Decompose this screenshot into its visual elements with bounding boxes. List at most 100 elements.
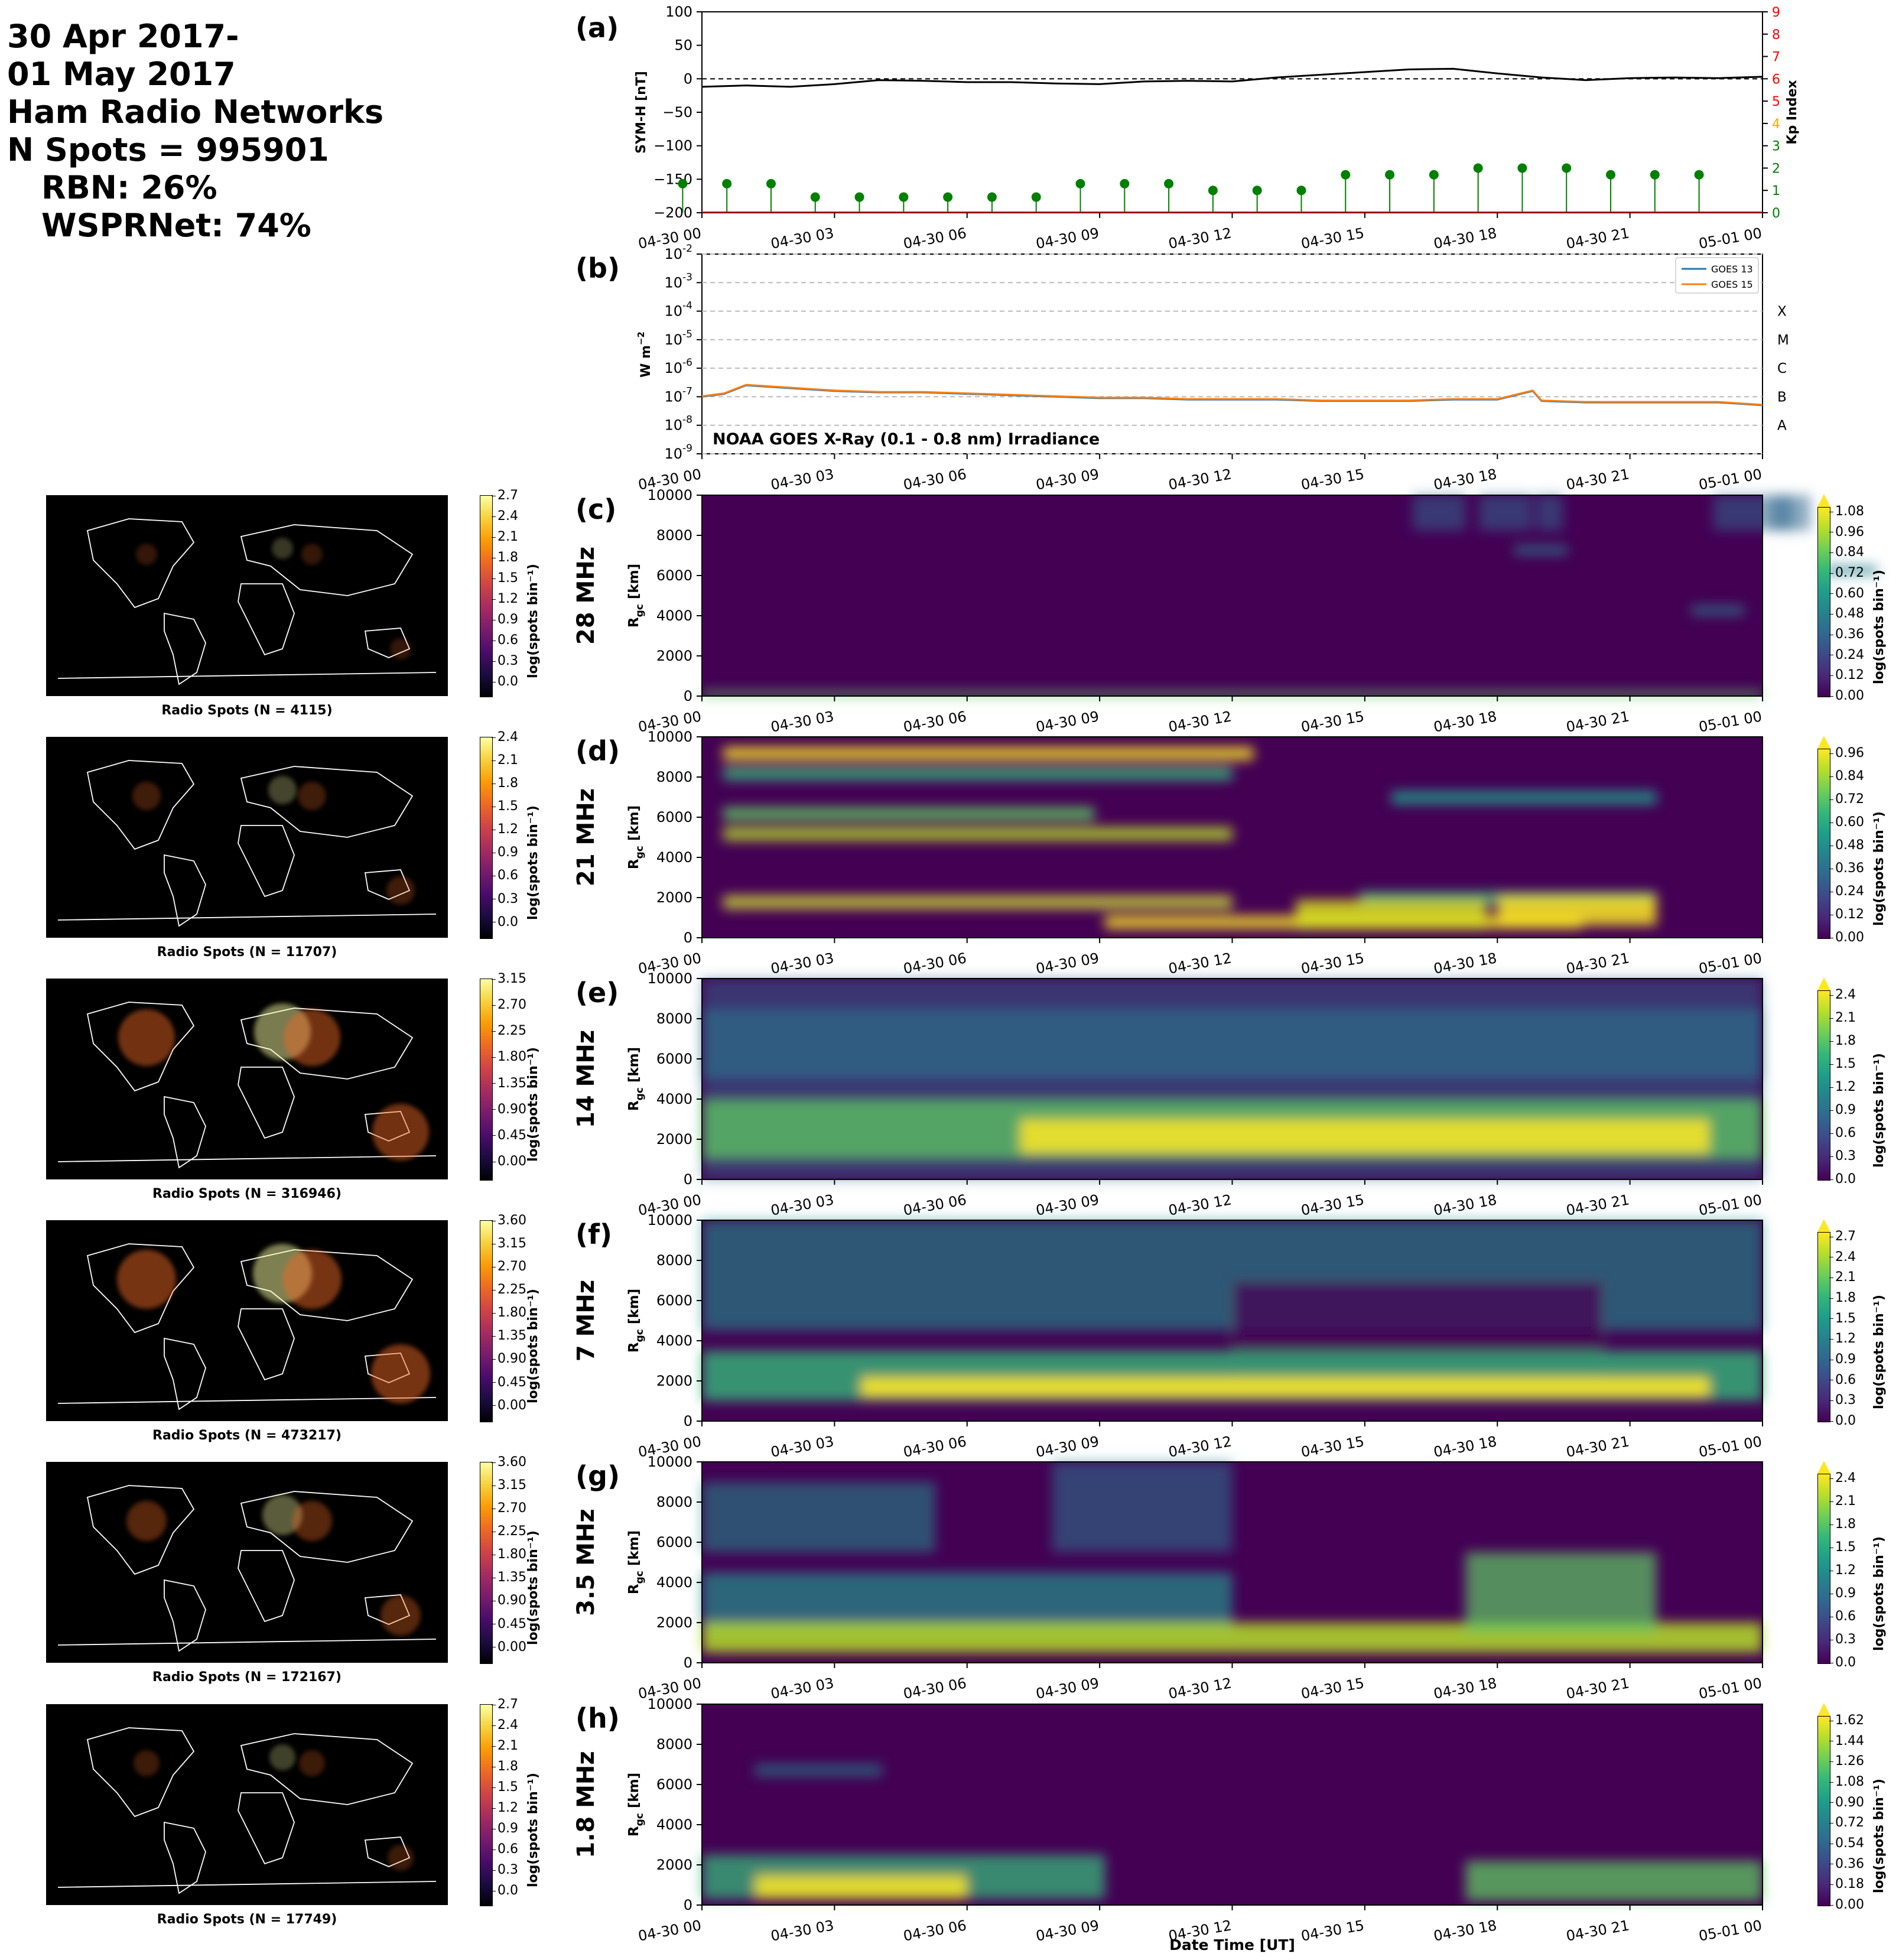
heatmap-colorbar-tick: 1.08 bbox=[1829, 504, 1864, 519]
kp-marker bbox=[943, 192, 953, 202]
map-colorbar bbox=[480, 1704, 493, 1906]
y-tick-label: 8000 bbox=[656, 1010, 692, 1027]
y-tick-label: 4000 bbox=[656, 1816, 692, 1833]
map-colorbar-tick: 1.8 bbox=[492, 776, 518, 791]
y-axis-label-unit: [km] bbox=[626, 564, 642, 604]
heatmap-colorbar-tick: 2.4 bbox=[1829, 1471, 1856, 1486]
heatmap-colorbar-tick: 1.2 bbox=[1829, 1331, 1856, 1347]
world-map-graphic bbox=[57, 760, 437, 927]
map-colorbar bbox=[480, 1462, 493, 1664]
map-colorbar-tick: 0.3 bbox=[492, 891, 518, 906]
date-range-line-1: 30 Apr 2017- bbox=[7, 18, 239, 55]
x-tick-label: 04-30 09 bbox=[1035, 225, 1100, 252]
x-tick-label: 04-30 06 bbox=[902, 1191, 968, 1218]
map-colorbar-tick: 0.00 bbox=[492, 1639, 526, 1655]
map-colorbar-tick: 0.6 bbox=[492, 1842, 518, 1857]
y-tick-label: 10-6 bbox=[665, 357, 693, 376]
x-tick-label: 04-30 09 bbox=[1035, 708, 1100, 735]
spot-cluster bbox=[272, 538, 293, 559]
y-tick-label: 10-8 bbox=[665, 414, 693, 434]
kp-marker bbox=[987, 192, 997, 202]
x-tick-label: 04-30 12 bbox=[1167, 1675, 1233, 1702]
y-tick-label: 6000 bbox=[656, 809, 692, 825]
heatmap-colorbar-tick: 1.5 bbox=[1829, 1540, 1856, 1555]
map-colorbar-tick: 2.70 bbox=[492, 1501, 526, 1516]
map-colorbar-tick: 2.1 bbox=[492, 753, 518, 768]
heat-blob bbox=[1497, 896, 1657, 926]
heatmap-colorbar-tick: 0.60 bbox=[1829, 815, 1864, 830]
y-tick-label: 2000 bbox=[656, 648, 692, 664]
y-tick-label: 10-3 bbox=[665, 271, 693, 291]
coastline bbox=[238, 583, 295, 656]
map-colorbar bbox=[480, 1220, 493, 1422]
map-colorbar-tick: 0.90 bbox=[492, 1593, 526, 1608]
x-tick-label: 04-30 15 bbox=[1300, 1917, 1365, 1944]
heatmap-colorbar-tick: 0.48 bbox=[1829, 838, 1864, 853]
map-caption: Radio Spots (N = 473217) bbox=[152, 1428, 342, 1443]
y-tick-label: 4000 bbox=[656, 607, 692, 624]
coastline bbox=[86, 1243, 195, 1334]
y-tick-label: 10-7 bbox=[665, 385, 693, 405]
map-colorbar-tick: 1.2 bbox=[492, 822, 518, 837]
coastline bbox=[86, 1727, 195, 1818]
map-colorbar-tick: 0.00 bbox=[492, 1154, 526, 1169]
x-tick-label: 04-30 12 bbox=[1167, 950, 1233, 977]
x-tick-label: 04-30 03 bbox=[769, 950, 835, 977]
spot-cluster bbox=[390, 638, 411, 659]
y-tick-exponent: -3 bbox=[682, 271, 692, 283]
map-colorbar-label: log(spots bin⁻¹) bbox=[526, 805, 541, 920]
y-axis-label: Rgc [km] bbox=[626, 564, 646, 628]
coastline bbox=[240, 1491, 414, 1563]
heatmap-colorbar-tick: 0.54 bbox=[1829, 1836, 1864, 1851]
map-caption: Radio Spots (N = 316946) bbox=[152, 1187, 342, 1201]
coastline bbox=[238, 825, 295, 898]
y-tick-label: 6000 bbox=[656, 567, 692, 584]
x-tick-label: 04-30 21 bbox=[1565, 1917, 1631, 1944]
x-tick-label: 04-30 21 bbox=[1565, 1433, 1631, 1460]
spot-cluster bbox=[299, 1750, 325, 1776]
kp-marker bbox=[1473, 163, 1483, 173]
heatmap-colorbar-tick: 2.4 bbox=[1829, 1249, 1856, 1265]
map-colorbar-tick: 0.9 bbox=[492, 845, 518, 860]
x-tick-label: 04-30 09 bbox=[1035, 1433, 1100, 1460]
x-tick-label: 05-01 00 bbox=[1698, 1433, 1763, 1460]
coastline bbox=[57, 1881, 437, 1888]
heatmap-colorbar-tick: 0.9 bbox=[1829, 1103, 1856, 1117]
x-tick-label: 04-30 03 bbox=[769, 1675, 835, 1702]
x-axis-label: Date Time [UT] bbox=[1169, 1936, 1295, 1954]
map-colorbar-tick: 1.80 bbox=[492, 1305, 526, 1321]
x-tick-label: 04-30 15 bbox=[1300, 708, 1365, 735]
spot-cluster bbox=[136, 544, 157, 565]
x-tick-label: 04-30 09 bbox=[1035, 466, 1100, 493]
world-map bbox=[46, 495, 448, 696]
spot-cluster bbox=[132, 782, 161, 810]
coastline bbox=[57, 1397, 437, 1404]
map-colorbar-label: log(spots bin⁻¹) bbox=[526, 1530, 541, 1645]
y-tick-label: 8000 bbox=[656, 769, 692, 785]
spot-cluster bbox=[386, 876, 415, 905]
map-colorbar-tick: 2.1 bbox=[492, 529, 518, 545]
figure-header: 30 Apr 2017- 01 May 2017 Ham Radio Netwo… bbox=[7, 18, 383, 245]
world-map bbox=[46, 1220, 448, 1421]
map-colorbar-label: log(spots bin⁻¹) bbox=[526, 1289, 541, 1403]
kp-marker bbox=[810, 192, 820, 202]
y-tick-label: 10000 bbox=[648, 1212, 692, 1228]
mid-band bbox=[702, 1009, 1763, 1079]
kp-tick-label: 6 bbox=[1772, 72, 1780, 87]
y-tick-label: 0 bbox=[684, 70, 692, 87]
spot-cluster bbox=[284, 1009, 340, 1066]
early-band bbox=[702, 1482, 935, 1552]
map-colorbar-tick: 2.4 bbox=[492, 1718, 518, 1733]
map-colorbar-label: log(spots bin⁻¹) bbox=[526, 1047, 541, 1162]
heatmap-colorbar-tick: 1.2 bbox=[1829, 1563, 1856, 1578]
panel-label: (h) bbox=[575, 1702, 620, 1734]
y-tick-label: 8000 bbox=[656, 1494, 692, 1510]
heatmap-colorbar-tick: 1.44 bbox=[1829, 1733, 1864, 1748]
spot-cluster bbox=[126, 1501, 167, 1541]
map-colorbar-tick: 1.8 bbox=[492, 550, 518, 565]
map-colorbar-tick: 2.70 bbox=[492, 997, 526, 1013]
y-tick-label: 8000 bbox=[656, 527, 692, 544]
coastline bbox=[238, 1792, 295, 1865]
peak-band bbox=[1020, 1119, 1710, 1153]
heatmap-layer bbox=[702, 495, 1877, 696]
